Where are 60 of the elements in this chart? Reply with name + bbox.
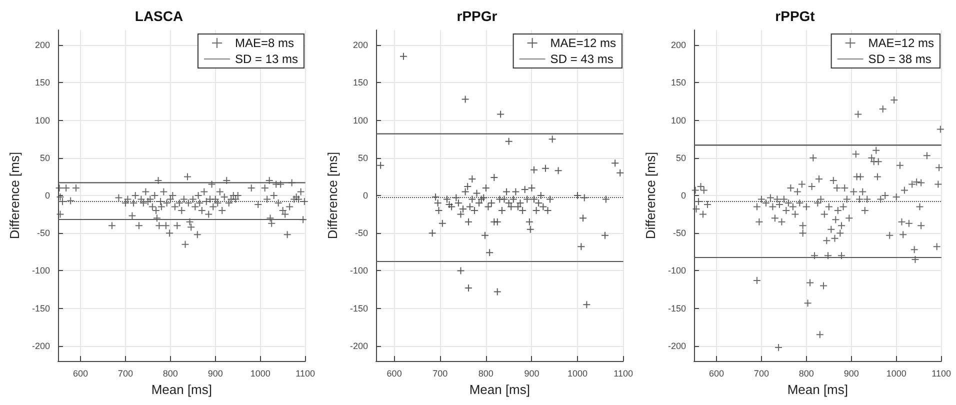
y-tick-label: -50 — [354, 228, 368, 238]
x-tick-label: 1100 — [614, 368, 634, 378]
x-tick-label: 1000 — [886, 368, 906, 378]
x-axis-title: Mean [ms] — [469, 382, 530, 397]
x-tick-label: 800 — [162, 368, 178, 378]
x-tick-label: 800 — [478, 368, 494, 378]
x-tick-label: 1100 — [296, 368, 316, 378]
y-tick-label: 100 — [670, 115, 686, 126]
x-tick-label: 600 — [386, 368, 402, 378]
legend-label: MAE=12 ms — [868, 36, 934, 50]
y-tick-label: -200 — [32, 340, 50, 351]
y-tick-label: 50 — [358, 152, 368, 163]
legend-label: MAE=8 ms — [234, 36, 294, 50]
x-tick-label: 900 — [844, 368, 859, 378]
x-tick-label: 900 — [208, 368, 223, 378]
y-tick-label: 200 — [34, 40, 50, 50]
y-tick-label: -100 — [350, 266, 368, 276]
y-tick-label: -200 — [668, 340, 686, 351]
x-tick-label: 1000 — [568, 368, 588, 378]
y-tick-label: 200 — [352, 40, 368, 50]
y-tick-label: -100 — [668, 266, 686, 276]
y-axis-title: Difference [ms] — [7, 152, 22, 240]
x-axis-title: Mean [ms] — [151, 382, 212, 397]
x-axis-title: Mean [ms] — [787, 382, 848, 397]
y-tick-label: 150 — [34, 78, 50, 88]
legend-label: MAE=12 ms — [550, 36, 616, 50]
x-tick-label: 800 — [798, 368, 814, 378]
x-tick-label: 600 — [72, 368, 88, 378]
y-tick-label: 150 — [670, 78, 686, 88]
y-tick-label: -50 — [36, 228, 50, 238]
x-tick-label: 1100 — [932, 368, 952, 378]
chart-title: rPPGt — [775, 8, 816, 24]
y-tick-label: 50 — [40, 152, 50, 163]
x-tick-label: 900 — [524, 368, 540, 378]
y-tick-label: -50 — [672, 228, 686, 238]
y-tick-label: -150 — [32, 303, 50, 314]
y-tick-label: 100 — [34, 115, 50, 126]
y-tick-label: -150 — [668, 303, 686, 314]
legend-label: SD = 38 ms — [868, 52, 932, 66]
x-tick-label: 600 — [708, 368, 724, 378]
x-tick-label: 1000 — [250, 368, 270, 378]
x-tick-label: 700 — [432, 368, 448, 378]
x-tick-label: 700 — [118, 368, 133, 378]
y-axis-title: Difference [ms] — [325, 152, 340, 240]
y-tick-label: 100 — [352, 115, 368, 126]
x-tick-label: 700 — [754, 368, 769, 378]
chart-title: LASCA — [134, 8, 184, 24]
y-tick-label: -100 — [32, 266, 50, 276]
y-tick-label: -200 — [350, 340, 368, 351]
y-tick-label: 50 — [676, 152, 686, 163]
y-tick-label: 0 — [680, 190, 686, 200]
y-tick-label: 0 — [44, 190, 50, 200]
y-axis-title: Difference [ms] — [643, 152, 658, 240]
chart-title: rPPGr — [456, 8, 498, 24]
y-tick-label: 200 — [670, 40, 686, 50]
y-tick-label: -150 — [350, 303, 368, 314]
legend-label: SD = 13 ms — [234, 52, 298, 66]
y-tick-label: 0 — [362, 190, 368, 200]
legend-label: SD = 43 ms — [550, 52, 614, 66]
y-tick-label: 150 — [352, 78, 368, 88]
